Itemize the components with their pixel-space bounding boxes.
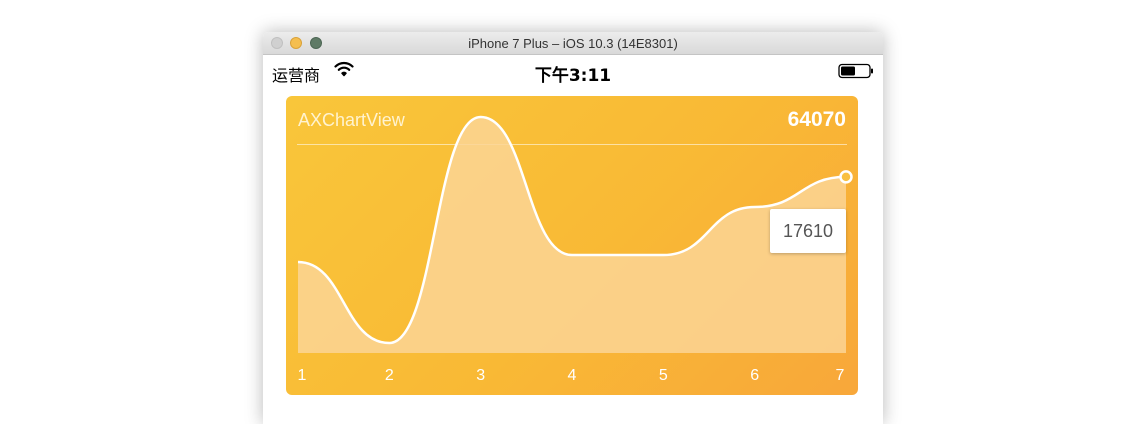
x-tick-label: 4 bbox=[567, 367, 577, 384]
x-tick-label: 3 bbox=[476, 367, 486, 384]
value-tooltip: 17610 bbox=[770, 209, 846, 253]
card-divider bbox=[297, 144, 847, 145]
x-tick-label: 6 bbox=[750, 367, 760, 384]
status-time: 下午3:11 bbox=[534, 66, 612, 86]
chart-area-fill bbox=[298, 117, 846, 353]
area-chart[interactable] bbox=[286, 96, 858, 395]
ios-status-bar: 运营商 下午3:11 bbox=[263, 55, 883, 86]
zoom-window-button[interactable] bbox=[310, 37, 322, 49]
chart-series-line bbox=[297, 115, 847, 345]
simulator-window: iPhone 7 Plus – iOS 10.3 (14E8301) 运营商 下… bbox=[263, 32, 883, 424]
highlighted-point[interactable] bbox=[839, 170, 853, 184]
battery-icon bbox=[838, 63, 873, 79]
card-total-value: 64070 bbox=[787, 108, 846, 131]
close-window-button[interactable] bbox=[271, 37, 283, 49]
window-title: iPhone 7 Plus – iOS 10.3 (14E8301) bbox=[468, 36, 678, 51]
window-titlebar: iPhone 7 Plus – iOS 10.3 (14E8301) bbox=[263, 32, 883, 55]
tooltip-value: 17610 bbox=[782, 221, 834, 241]
chart-points bbox=[839, 170, 853, 184]
x-tick-label: 1 bbox=[297, 367, 307, 384]
x-tick-label: 2 bbox=[384, 367, 394, 384]
chart-card: AXChartView 64070 1 2 3 4 5 6 7 17610 bbox=[286, 96, 858, 395]
x-tick-label: 7 bbox=[835, 367, 845, 384]
carrier-label: 运营商 bbox=[272, 66, 321, 85]
x-tick-label: 5 bbox=[658, 367, 668, 384]
minimize-window-button[interactable] bbox=[290, 37, 302, 49]
card-title: AXChartView bbox=[298, 110, 405, 130]
wifi-icon bbox=[334, 61, 354, 77]
